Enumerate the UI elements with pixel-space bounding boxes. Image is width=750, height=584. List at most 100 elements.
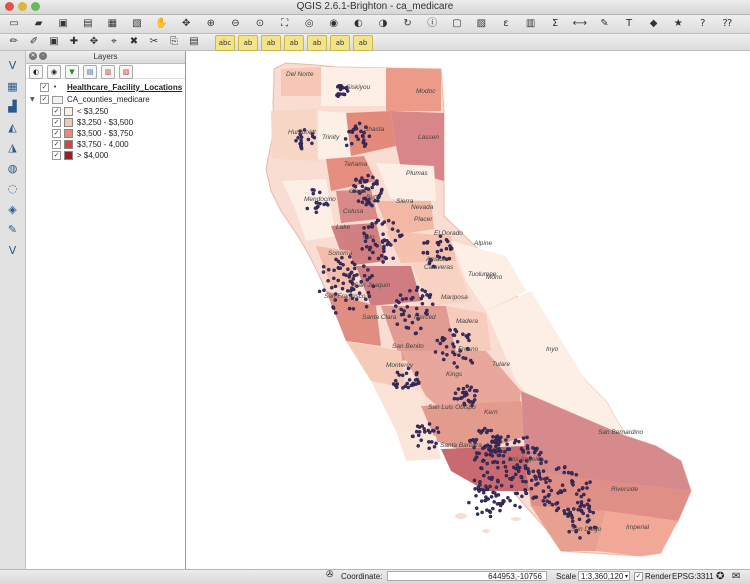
attribute-table-icon[interactable]: ▥ [525,18,536,29]
zoom-actual-icon[interactable]: ⊙ [255,18,265,29]
layer-visibility-checkbox[interactable]: ✓ [40,95,49,104]
legend-item[interactable]: ✓ < $3,250 [26,106,185,117]
county-lassen[interactable] [391,111,444,181]
county-monterey-sanbenito[interactable] [346,341,406,391]
move-feature-icon[interactable]: ✥ [89,36,99,47]
scale-combo[interactable]: 1:3,360,120 ▾ [578,571,630,581]
label-1-icon[interactable]: abc [215,35,235,51]
remove-layer-icon[interactable]: ▧ [119,65,133,79]
add-group-icon[interactable]: ◉ [47,65,61,79]
minimize-window-button[interactable] [18,2,27,11]
save-as-icon[interactable]: ▤ [83,18,93,29]
deselect-icon[interactable]: ▨ [476,18,487,29]
legend-item[interactable]: ✓ $3,500 - $3,750 [26,128,185,139]
legend-item-checkbox[interactable]: ✓ [52,129,61,138]
label-7-icon[interactable]: ab [353,35,373,51]
county-riverside[interactable] [526,471,691,521]
close-window-button[interactable] [5,2,14,11]
current-edits-icon[interactable]: ✐ [29,36,39,47]
county-del-norte[interactable] [281,67,321,96]
print-composer-icon[interactable]: ▦ [107,18,118,29]
copy-icon[interactable]: ⎘ [170,36,178,47]
zoom-out-icon[interactable]: ⊖ [231,18,240,29]
statistics-icon[interactable]: Σ [552,18,559,29]
layer-row-counties[interactable]: ▼ ✓ CA_counties_medicare [26,94,185,105]
legend-item-checkbox[interactable]: ✓ [52,107,61,116]
new-shapefile-icon[interactable]: V [8,243,17,257]
open-project-icon[interactable]: ▰ [34,18,43,29]
layer-visibility-checkbox[interactable]: ✓ [40,83,49,92]
new-project-icon[interactable]: ▭ [9,18,19,29]
coordinate-toggle-icon[interactable]: ✇ [326,570,334,580]
legend-item-checkbox[interactable]: ✓ [52,151,61,160]
county-mariposa-madera[interactable] [446,306,491,351]
expand-arrow-icon[interactable]: ▼ [30,96,35,103]
add-wfs-layer-icon[interactable]: ◈ [8,202,17,216]
legend-item-checkbox[interactable]: ✓ [52,140,61,149]
identify-icon[interactable]: ⓘ [427,18,438,29]
county-mendocino[interactable] [282,179,336,241]
county-nevada-placer[interactable] [376,201,434,236]
zoom-selection-icon[interactable]: ◉ [329,18,339,29]
legend-item[interactable]: ✓ $3,250 - $3,500 [26,117,185,128]
pan-to-selection-icon[interactable]: ✥ [181,18,191,29]
layer-style-icon[interactable]: ◐ [29,65,43,79]
add-mssql-layer-icon[interactable]: ◮ [8,141,17,154]
messages-icon[interactable]: ✉ [732,571,741,582]
annotation-icon[interactable]: ✎ [600,18,609,29]
delete-selected-icon[interactable]: ✖ [129,36,139,47]
save-project-icon[interactable]: ▣ [58,18,68,29]
measure-icon[interactable]: ⟷ [572,18,587,29]
help-icon[interactable]: ? [700,18,706,29]
node-tool-icon[interactable]: ⌖ [111,36,117,47]
zoom-next-icon[interactable]: ◑ [378,18,388,29]
county-sonoma-napa[interactable] [316,246,356,291]
maximize-window-button[interactable] [31,2,40,11]
add-spatialite-layer-icon[interactable]: ◭ [8,120,17,134]
pan-icon[interactable]: ✋ [155,18,168,29]
zoom-layer-icon[interactable]: ◎ [304,18,314,29]
county-alpine-mono[interactable] [451,241,526,311]
whats-this-icon[interactable]: ⁇ [722,18,732,29]
legend-item-checkbox[interactable]: ✓ [52,118,61,127]
map-canvas[interactable]: Del Norte Siskiyou Modoc Humboldt Trinity Sha… [186,51,750,569]
label-6-icon[interactable]: ab [330,35,350,51]
county-plumas[interactable] [376,163,436,201]
zoom-last-icon[interactable]: ◐ [354,18,363,29]
save-edits-icon[interactable]: ▣ [49,36,59,47]
cut-icon[interactable]: ✂ [149,36,159,47]
map-svg[interactable]: Del Norte Siskiyou Modoc Humboldt Trinity Sha… [186,51,750,569]
county-humboldt[interactable] [271,109,318,161]
panel-float-icon[interactable]: ◦ [39,52,47,60]
legend-item[interactable]: ✓ $3,750 - 4,000 [26,139,185,150]
add-wms-layer-icon[interactable]: ◍ [7,161,18,175]
text-annotation-icon[interactable]: T [625,18,633,29]
label-5-icon[interactable]: ab [307,35,327,51]
render-checkbox[interactable]: ✓ [634,572,643,581]
county-stanislaus-merced[interactable] [381,306,456,361]
county-trinity[interactable] [318,111,351,161]
county-imperial[interactable] [596,511,678,556]
add-raster-layer-icon[interactable]: ▦ [7,79,18,93]
label-2-icon[interactable]: ab [238,35,258,51]
layer-row-healthcare[interactable]: ✓ • Healthcare_Facility_Locations [26,82,185,93]
add-delimited-text-icon[interactable]: ✎ [7,223,18,236]
add-vector-layer-icon[interactable]: V [8,59,17,72]
toggle-editing-icon[interactable]: ✏ [9,36,19,47]
legend-item[interactable]: ✓ > $4,000 [26,150,185,161]
composer-manager-icon[interactable]: ▧ [132,18,142,29]
add-postgis-layer-icon[interactable]: ▟ [8,100,17,113]
add-wcs-layer-icon[interactable]: ◌ [7,182,18,195]
crs-button[interactable]: EPSG:3311 [672,572,714,581]
county-glenn-butte[interactable] [336,189,378,223]
map-tips-icon[interactable]: ◆ [649,18,658,29]
panel-close-icon[interactable]: ✕ [29,52,37,60]
collapse-all-icon[interactable]: ▥ [101,65,115,79]
select-icon[interactable]: ▢ [452,18,462,29]
filter-legend-icon[interactable]: ▼ [65,65,79,79]
refresh-icon[interactable]: ↻ [403,18,412,29]
zoom-full-icon[interactable]: ⛶ [281,18,289,29]
county-bay-area[interactable] [326,291,381,346]
label-3-icon[interactable]: ab [261,35,281,51]
county-inyo[interactable] [486,291,626,441]
